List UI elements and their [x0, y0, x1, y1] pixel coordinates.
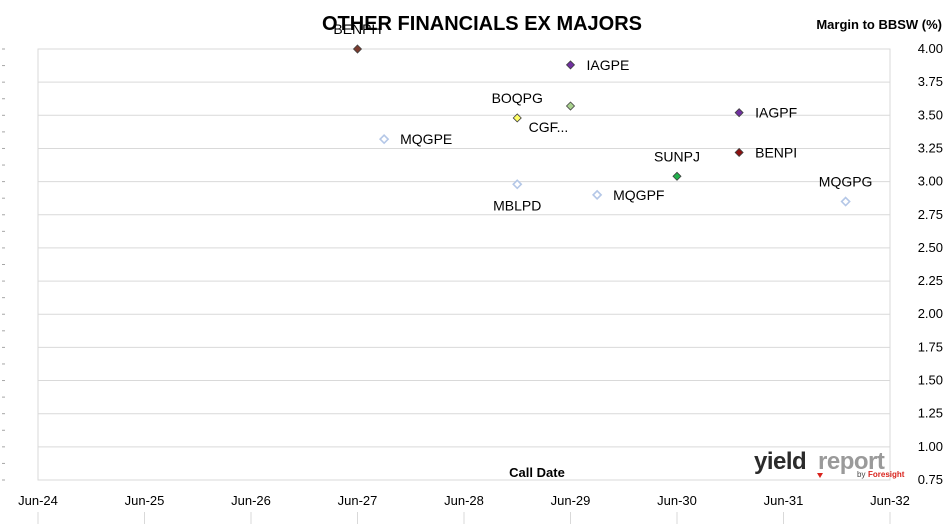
x-tick-label: Jun-24 [18, 493, 58, 508]
logo-by: by [857, 470, 865, 479]
data-label: BENPI [755, 144, 797, 160]
x-tick-label: Jun-28 [444, 493, 484, 508]
logo-part-yield: yield [754, 448, 806, 475]
y-tick-label: 2.25 [918, 273, 943, 288]
y-axis-title: Margin to BBSW (%) [816, 17, 942, 32]
logo-foresight: Foresight [868, 470, 905, 479]
y-tick-label: 2.00 [918, 306, 943, 321]
x-tick-label: Jun-27 [338, 493, 378, 508]
data-point-mqgpf [591, 189, 603, 201]
foresight-marker-icon [817, 473, 823, 478]
data-label: IAGPE [587, 57, 630, 73]
y-tick-label: 3.00 [918, 174, 943, 189]
y-tick-label: 2.50 [918, 240, 943, 255]
logo-part-report: report [818, 448, 885, 475]
plot-area [37, 48, 891, 481]
data-label: MQGPG [819, 174, 873, 190]
data-point-iagpe [565, 60, 576, 70]
data-point-iagpf [734, 108, 744, 118]
y-tick-label: 3.75 [918, 74, 943, 89]
y-tick-label: 1.00 [918, 439, 943, 454]
data-points: BENPH IAGPE CGF... BOQPG IAGPF MQGPE BENPI SUNP… [333, 21, 872, 213]
y-tick-label: 1.50 [918, 373, 943, 388]
x-tick-label: Jun-30 [657, 493, 697, 508]
x-axis: Jun-24 Jun-25 Jun-26 Jun-27 Jun-28 Jun-29 Jun-… [18, 493, 910, 508]
data-label: IAGPF [755, 105, 797, 121]
yieldreport-logo: yield report by Foresight [754, 448, 905, 479]
data-label: BOQPG [492, 90, 543, 106]
y-tick-label: 1.75 [918, 339, 943, 354]
y-axis: 0.75 1.00 1.25 1.50 1.75 2.00 2.25 2.50 2.75 3.00… [918, 41, 943, 487]
y-tick-label: 2.75 [918, 207, 943, 222]
x-tick-label: Jun-25 [125, 493, 165, 508]
data-label: BENPH [333, 21, 381, 37]
y-tick-label: 1.25 [918, 406, 943, 421]
data-label: MQGPF [613, 187, 664, 203]
data-label: MQGPE [400, 131, 452, 147]
y-tick-label: 3.25 [918, 140, 943, 155]
x-axis-title: Call Date [509, 465, 565, 480]
x-tick-label: Jun-31 [764, 493, 804, 508]
data-point-benph [352, 44, 363, 54]
data-point-sunpj [672, 171, 682, 181]
data-point-mqgpg [840, 196, 851, 207]
data-point-boqpg [512, 113, 522, 123]
data-label: CGF... [529, 119, 569, 135]
data-label: SUNPJ [654, 148, 700, 164]
y-tick-label: 3.50 [918, 107, 943, 122]
chart-title: OTHER FINANCIALS EX MAJORS [322, 13, 642, 35]
y-tick-label: 0.75 [918, 472, 943, 487]
data-point-benpi [734, 147, 744, 158]
data-point-mqgpe [378, 134, 390, 145]
data-point-cgf [565, 101, 576, 111]
data-label: MBLPD [493, 197, 541, 213]
data-point-mblpd [512, 179, 523, 190]
y-tick-label: 4.00 [918, 41, 943, 56]
x-tick-label: Jun-26 [231, 493, 271, 508]
x-tick-label: Jun-32 [870, 493, 910, 508]
x-tick-label: Jun-29 [551, 493, 591, 508]
